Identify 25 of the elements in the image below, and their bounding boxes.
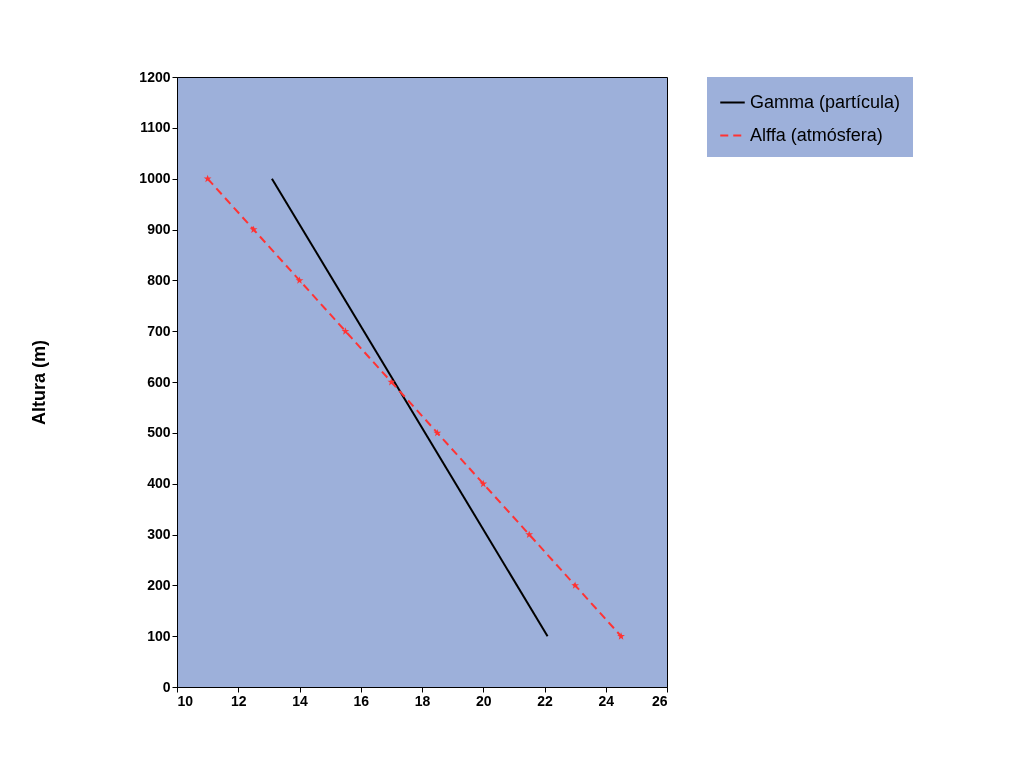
x-tick-label: 22 bbox=[537, 692, 553, 709]
y-tick-label: 1100 bbox=[140, 119, 171, 136]
y-tick-label: 100 bbox=[147, 627, 171, 644]
x-tick-label: 26 bbox=[651, 692, 668, 709]
x-tick-label: 14 bbox=[292, 692, 308, 709]
legend-label: Gamma (partícula) bbox=[750, 91, 901, 112]
y-axis-title: Altura (m) bbox=[29, 340, 50, 425]
legend-label: Alffa (atmósfera) bbox=[750, 124, 883, 145]
y-tick-label: 400 bbox=[147, 475, 171, 492]
x-tick-label: 12 bbox=[230, 692, 247, 709]
y-tick-label: 900 bbox=[147, 221, 171, 237]
y-tick-label: 800 bbox=[147, 271, 171, 288]
y-tick-label: 200 bbox=[147, 576, 171, 593]
y-tick-label: 1000 bbox=[139, 170, 171, 187]
x-tick-label: 18 bbox=[414, 692, 431, 709]
y-tick-label: 700 bbox=[147, 322, 171, 339]
y-tick-label: 1200 bbox=[139, 68, 171, 85]
x-tick-label: 20 bbox=[475, 692, 492, 709]
y-tick-label: 600 bbox=[147, 373, 171, 390]
y-tick-label: 300 bbox=[147, 526, 171, 542]
x-tick-label: 10 bbox=[177, 692, 194, 709]
y-tick-label: 0 bbox=[162, 678, 171, 695]
x-tick-label: 16 bbox=[353, 692, 370, 709]
x-tick-label: 24 bbox=[598, 692, 615, 709]
y-tick-label: 500 bbox=[147, 424, 171, 441]
